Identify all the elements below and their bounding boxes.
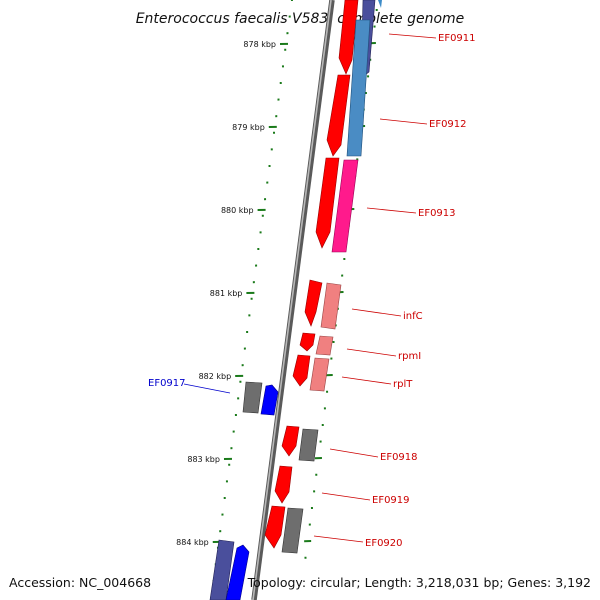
- scale-labels: 878 kbp 879 kbp 880 kbp 881 kbp 882 kbp 883 k…: [176, 40, 276, 547]
- gene-arrow-rpmI-protein[interactable]: [315, 335, 334, 356]
- gene-arrow-EF0917-reverse[interactable]: [260, 384, 279, 416]
- gene-arrow-EF0912-protein[interactable]: [346, 19, 371, 157]
- gene-arrow-EF0920-forward[interactable]: [264, 505, 286, 549]
- ruler-label: 881 kbp: [210, 289, 243, 298]
- gene-label-EF0913[interactable]: EF0913: [418, 208, 456, 219]
- gene-arrow-EF0913-forward[interactable]: [315, 157, 340, 249]
- gene-label-EF0920[interactable]: EF0920: [365, 538, 403, 549]
- gene-arrow-bottom-reverse[interactable]: [225, 544, 250, 600]
- gene-features: [209, 0, 382, 600]
- map-title: Enterococcus faecalis V583, complete gen…: [136, 11, 465, 27]
- ruler-label: 884 kbp: [176, 538, 209, 547]
- ruler-label: 880 kbp: [221, 206, 254, 215]
- ruler-label: 883 kbp: [187, 455, 220, 464]
- scale-ruler-right: [304, 8, 378, 559]
- ruler-label: 879 kbp: [232, 123, 265, 132]
- gene-label-rplT[interactable]: rplT: [393, 379, 413, 390]
- gene-arrow-bottom-protein[interactable]: [209, 539, 235, 600]
- gene-arrow-EF0917-other[interactable]: [242, 381, 263, 414]
- gene-label-EF0911[interactable]: EF0911: [438, 33, 476, 44]
- gene-arrow-rpmI-forward[interactable]: [299, 332, 316, 352]
- gene-label-EF0918[interactable]: EF0918: [380, 452, 418, 463]
- gene-arrow-infC-forward[interactable]: [304, 279, 323, 327]
- genome-summary-text: Topology: circular; Length: 3,218,031 bp…: [247, 575, 591, 590]
- gene-arrow-EF0911-forward[interactable]: [338, 0, 359, 75]
- gene-arrow-EF0918-forward[interactable]: [281, 425, 300, 457]
- ruler-label: 882 kbp: [199, 372, 232, 381]
- gene-label-infC[interactable]: infC: [403, 311, 423, 322]
- gene-arrow-infC-protein[interactable]: [320, 282, 342, 330]
- gene-arrow-EF0919-forward[interactable]: [274, 465, 293, 504]
- gene-label-leaders: [183, 33, 437, 543]
- gene-arrow-EF0912-forward[interactable]: [326, 74, 351, 157]
- gene-label-EF0912[interactable]: EF0912: [429, 119, 467, 130]
- accession-text: Accession: NC_004668: [9, 575, 151, 590]
- chromosome-backbone: [251, 0, 335, 600]
- gene-labels: EF0911 EF0912 EF0913 infC rpmI rplT EF09…: [148, 33, 476, 549]
- gene-label-rpmI[interactable]: rpmI: [398, 351, 421, 362]
- gene-arrow-rplT-protein[interactable]: [309, 357, 330, 392]
- gene-arrow-EF0918-other[interactable]: [298, 428, 319, 462]
- gene-arrow-EF0913-protein[interactable]: [331, 159, 359, 253]
- gene-arrow-rplT-forward[interactable]: [292, 354, 311, 387]
- ruler-label: 878 kbp: [243, 40, 276, 49]
- gene-arrow-EF0920-other[interactable]: [281, 507, 304, 554]
- gene-label-EF0917[interactable]: EF0917: [148, 378, 186, 389]
- gene-label-EF0919[interactable]: EF0919: [372, 495, 410, 506]
